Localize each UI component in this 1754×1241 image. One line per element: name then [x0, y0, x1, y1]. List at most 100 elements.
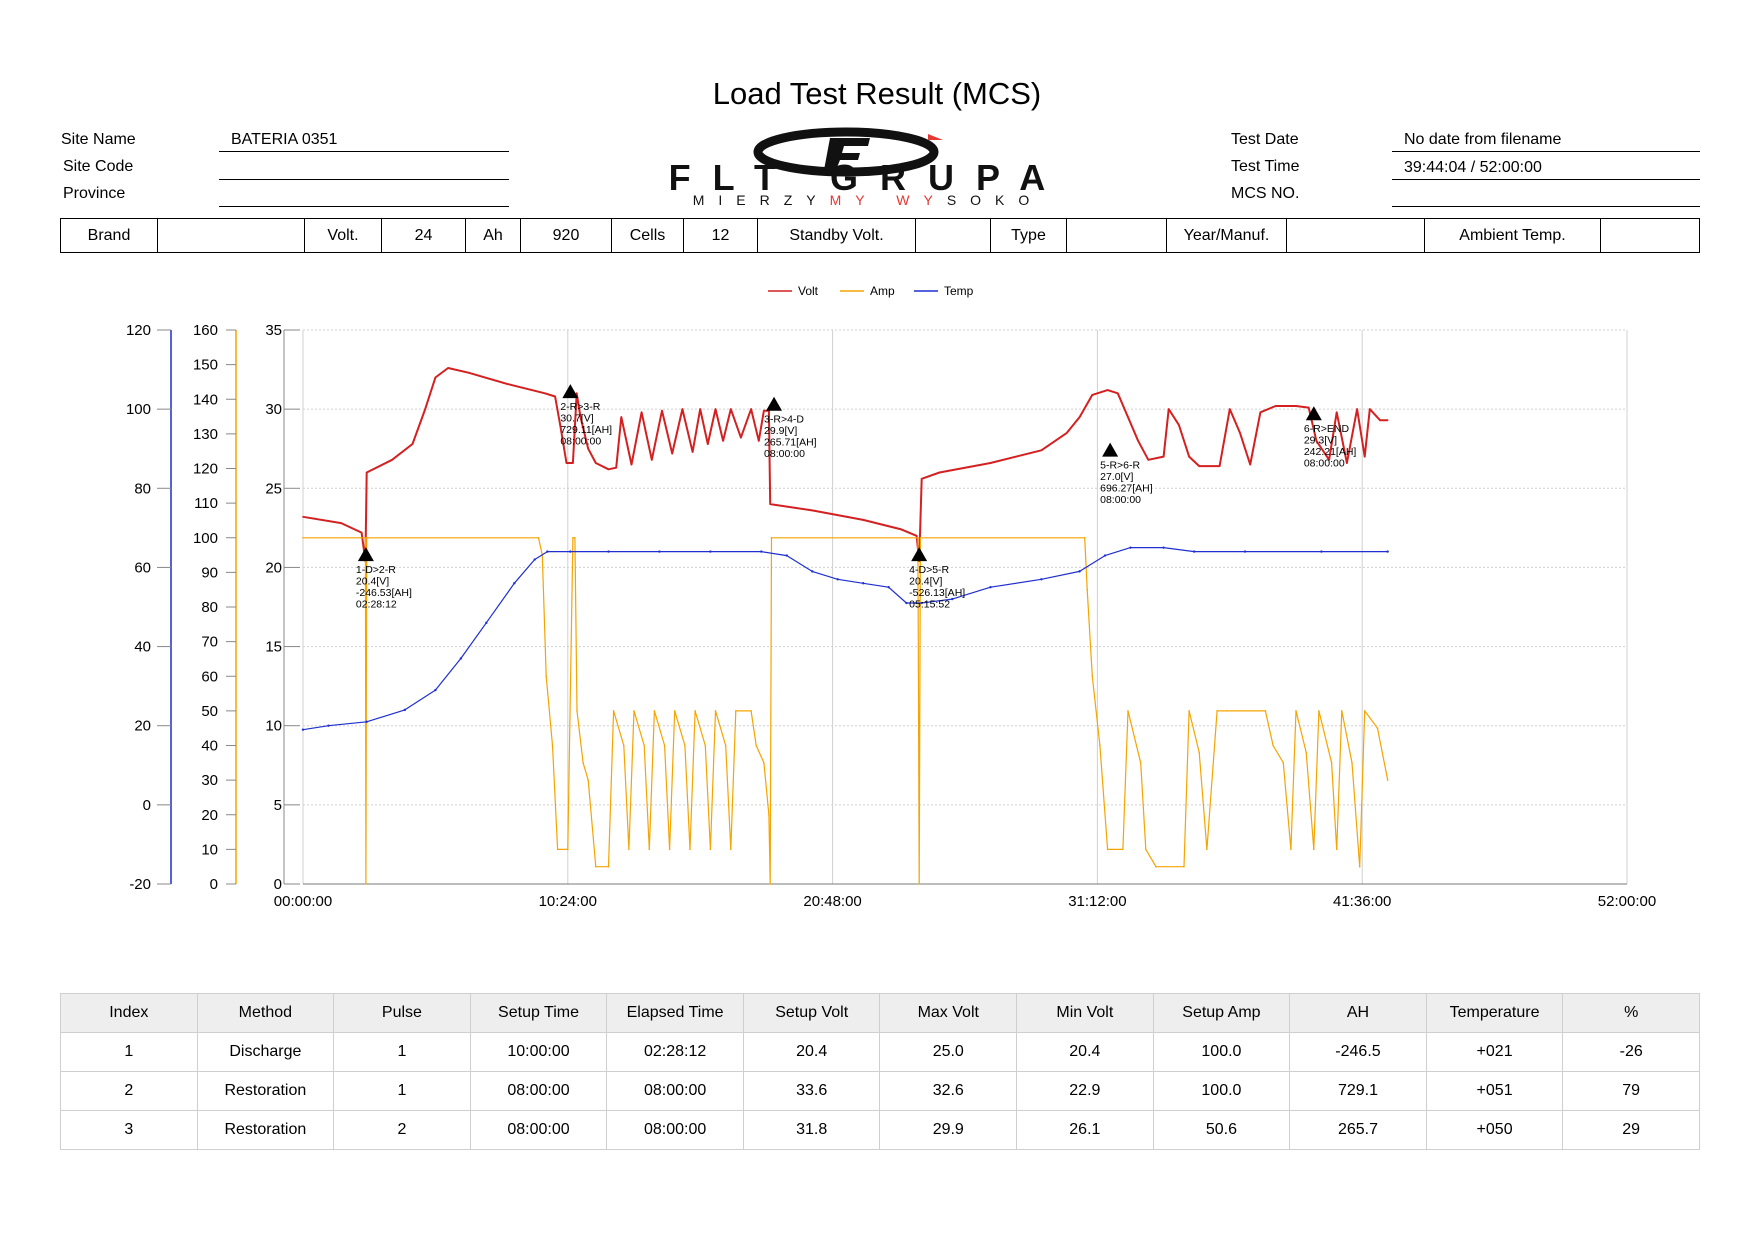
ah-value: 920: [521, 219, 612, 252]
year-label: Year/Manuf.: [1167, 219, 1287, 252]
data-point-amp: [365, 883, 367, 885]
annotation-text: 08:00:00: [560, 436, 601, 448]
data-point-amp: [1264, 710, 1267, 712]
table-cell: 100.0: [1152, 1071, 1291, 1111]
column-header: Min Volt: [1016, 993, 1154, 1033]
data-point-volt: [302, 515, 304, 518]
annotation-text: 05:15:52: [909, 599, 950, 611]
data-point-volt: [340, 522, 342, 524]
data-point-volt: [671, 452, 673, 455]
data-point-volt: [1106, 389, 1109, 391]
data-point-amp: [729, 848, 732, 851]
data-point-volt: [411, 443, 414, 445]
page-title: Load Test Result (MCS): [712, 76, 1042, 111]
data-point-volt: [1188, 455, 1190, 458]
annotation-text: 29.3[V]: [1304, 435, 1337, 447]
data-point-volt: [1040, 449, 1043, 452]
annotation-text: 1-D>2-R: [356, 564, 396, 576]
data-point-temp: [569, 550, 572, 553]
data-point-amp: [653, 710, 656, 712]
data-point-volt: [640, 411, 643, 414]
data-point-volt: [424, 408, 427, 410]
column-header: Method: [196, 993, 335, 1033]
table-row: 1 Discharge 1 10:00:00 02:28:12 20.4 25.0 20.4 1…: [60, 1032, 1700, 1072]
legend-label-temp: Temp: [944, 284, 974, 298]
data-point-amp: [1386, 779, 1389, 781]
data-point-amp: [1086, 588, 1089, 591]
amp-tick-label: 30: [201, 772, 218, 789]
data-point-volt: [769, 503, 772, 505]
data-point-volt: [575, 392, 578, 395]
table-cell: 25.0: [879, 1032, 1018, 1072]
data-point-volt: [1162, 455, 1165, 458]
series-line-volt: [302, 367, 1388, 563]
data-point-amp: [755, 744, 758, 747]
data-point-amp: [770, 536, 773, 539]
column-header: Index: [60, 993, 198, 1033]
data-point-amp: [1335, 848, 1338, 851]
data-point-volt: [1369, 408, 1371, 410]
data-point-amp: [365, 536, 368, 539]
amp-tick-label: 10: [201, 841, 218, 858]
data-point-volt: [691, 451, 694, 453]
volt-tick-label: 0: [274, 876, 282, 893]
type-value: [1067, 219, 1167, 252]
data-point-volt: [1078, 416, 1081, 418]
company-logo: FLT GRUPA MIERZYMY WYSOKO: [598, 126, 1138, 208]
data-point-amp: [1216, 710, 1218, 712]
data-point-amp: [1083, 536, 1086, 539]
data-point-volt: [579, 416, 582, 418]
annotation-text: -246.53[AH]: [356, 587, 412, 599]
amp-tick-label: 80: [201, 599, 218, 616]
data-point-volt: [938, 471, 941, 474]
amp-tick-label: 130: [193, 426, 218, 443]
data-point-volt: [447, 367, 449, 369]
logo-sub-2: SOKO: [947, 192, 1043, 206]
data-point-temp: [1320, 550, 1323, 553]
data-point-volt: [1274, 405, 1277, 407]
data-point-amp: [668, 848, 671, 851]
annotation-text: 29.9[V]: [764, 425, 797, 437]
data-point-temp: [607, 550, 610, 553]
data-point-amp: [1341, 710, 1343, 712]
data-point-volt: [587, 447, 589, 450]
table-cell: -246.5: [1289, 1032, 1427, 1072]
data-point-amp: [1106, 848, 1109, 851]
data-point-volt: [559, 424, 561, 426]
volt-tick-label: 35: [265, 322, 282, 339]
annotation-text: 6-R>END: [1304, 423, 1350, 435]
cells-value: 12: [684, 219, 758, 252]
table-cell: 22.9: [1016, 1071, 1154, 1111]
annotation-text: 4-D>5-R: [909, 564, 949, 576]
x-tick-label: 31:12:00: [1068, 893, 1126, 910]
data-point-volt: [1249, 463, 1251, 466]
data-point-temp: [1103, 554, 1107, 557]
results-header-row: Index Method Pulse Setup Time Elapsed Time Se…: [60, 993, 1700, 1033]
column-header: Pulse: [333, 993, 471, 1033]
data-point-volt: [915, 534, 918, 537]
column-header: AH: [1289, 993, 1427, 1033]
data-point-temp: [403, 708, 407, 712]
data-point-volt: [1363, 455, 1366, 458]
data-point-volt: [1116, 392, 1119, 395]
test-time-value: 39:44:04 / 52:00:00: [1392, 159, 1700, 180]
standby-volt-value: [916, 219, 991, 252]
table-cell: 50.6: [1152, 1110, 1291, 1150]
data-point-volt: [699, 408, 701, 410]
data-point-volt: [750, 408, 752, 410]
annotation-marker: [766, 396, 783, 411]
temp-tick-label: 100: [126, 401, 151, 418]
table-cell: 1: [60, 1032, 198, 1072]
annotation-text: 2-R>3-R: [560, 401, 600, 413]
data-point-temp: [836, 578, 839, 581]
data-point-volt: [920, 477, 923, 480]
table-cell: 20.4: [1016, 1032, 1154, 1072]
data-point-volt: [681, 408, 684, 410]
temp-tick-label: 40: [134, 639, 151, 656]
amp-tick-label: 50: [201, 703, 218, 720]
data-point-volt: [1198, 465, 1201, 467]
data-point-volt: [1066, 432, 1068, 434]
temp-tick-label: 80: [134, 480, 151, 497]
ah-label: Ah: [466, 219, 521, 252]
province-value: [219, 186, 509, 207]
